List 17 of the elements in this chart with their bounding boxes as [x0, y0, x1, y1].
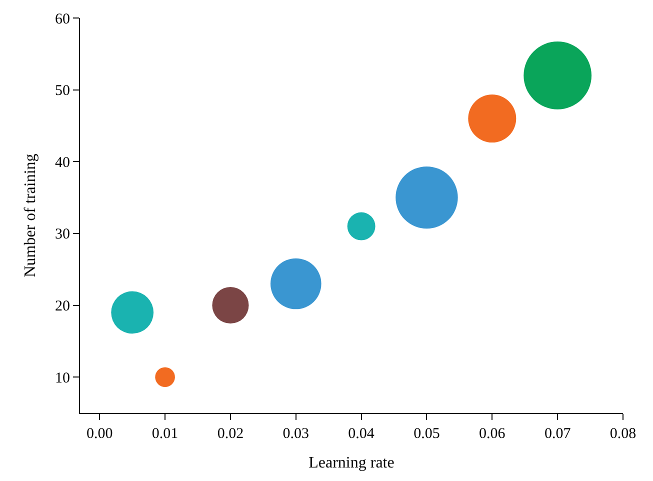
y-tick-label: 50 [55, 83, 70, 100]
x-tick-label: 0.02 [217, 426, 244, 442]
x-tick-label: 0.08 [610, 426, 636, 442]
y-axis-title: Number of training [22, 154, 39, 278]
x-tick-label: 0.03 [282, 426, 310, 442]
x-tick-label: 0.06 [479, 426, 506, 442]
x-tick-label: 0.07 [544, 426, 572, 442]
y-tick-label: 30 [55, 226, 70, 243]
x-axis-title: Learning rate [308, 454, 394, 472]
x-tick-label: 0.01 [152, 426, 178, 442]
x-tick-label: 0.00 [86, 426, 113, 442]
y-tick-label: 20 [55, 298, 70, 315]
x-tick-label: 0.05 [414, 426, 440, 442]
x-tick-label: 0.04 [348, 426, 375, 442]
y-tick-label: 10 [55, 370, 70, 386]
y-tick-label: 60 [55, 11, 70, 28]
y-tick-label: 40 [55, 154, 70, 171]
